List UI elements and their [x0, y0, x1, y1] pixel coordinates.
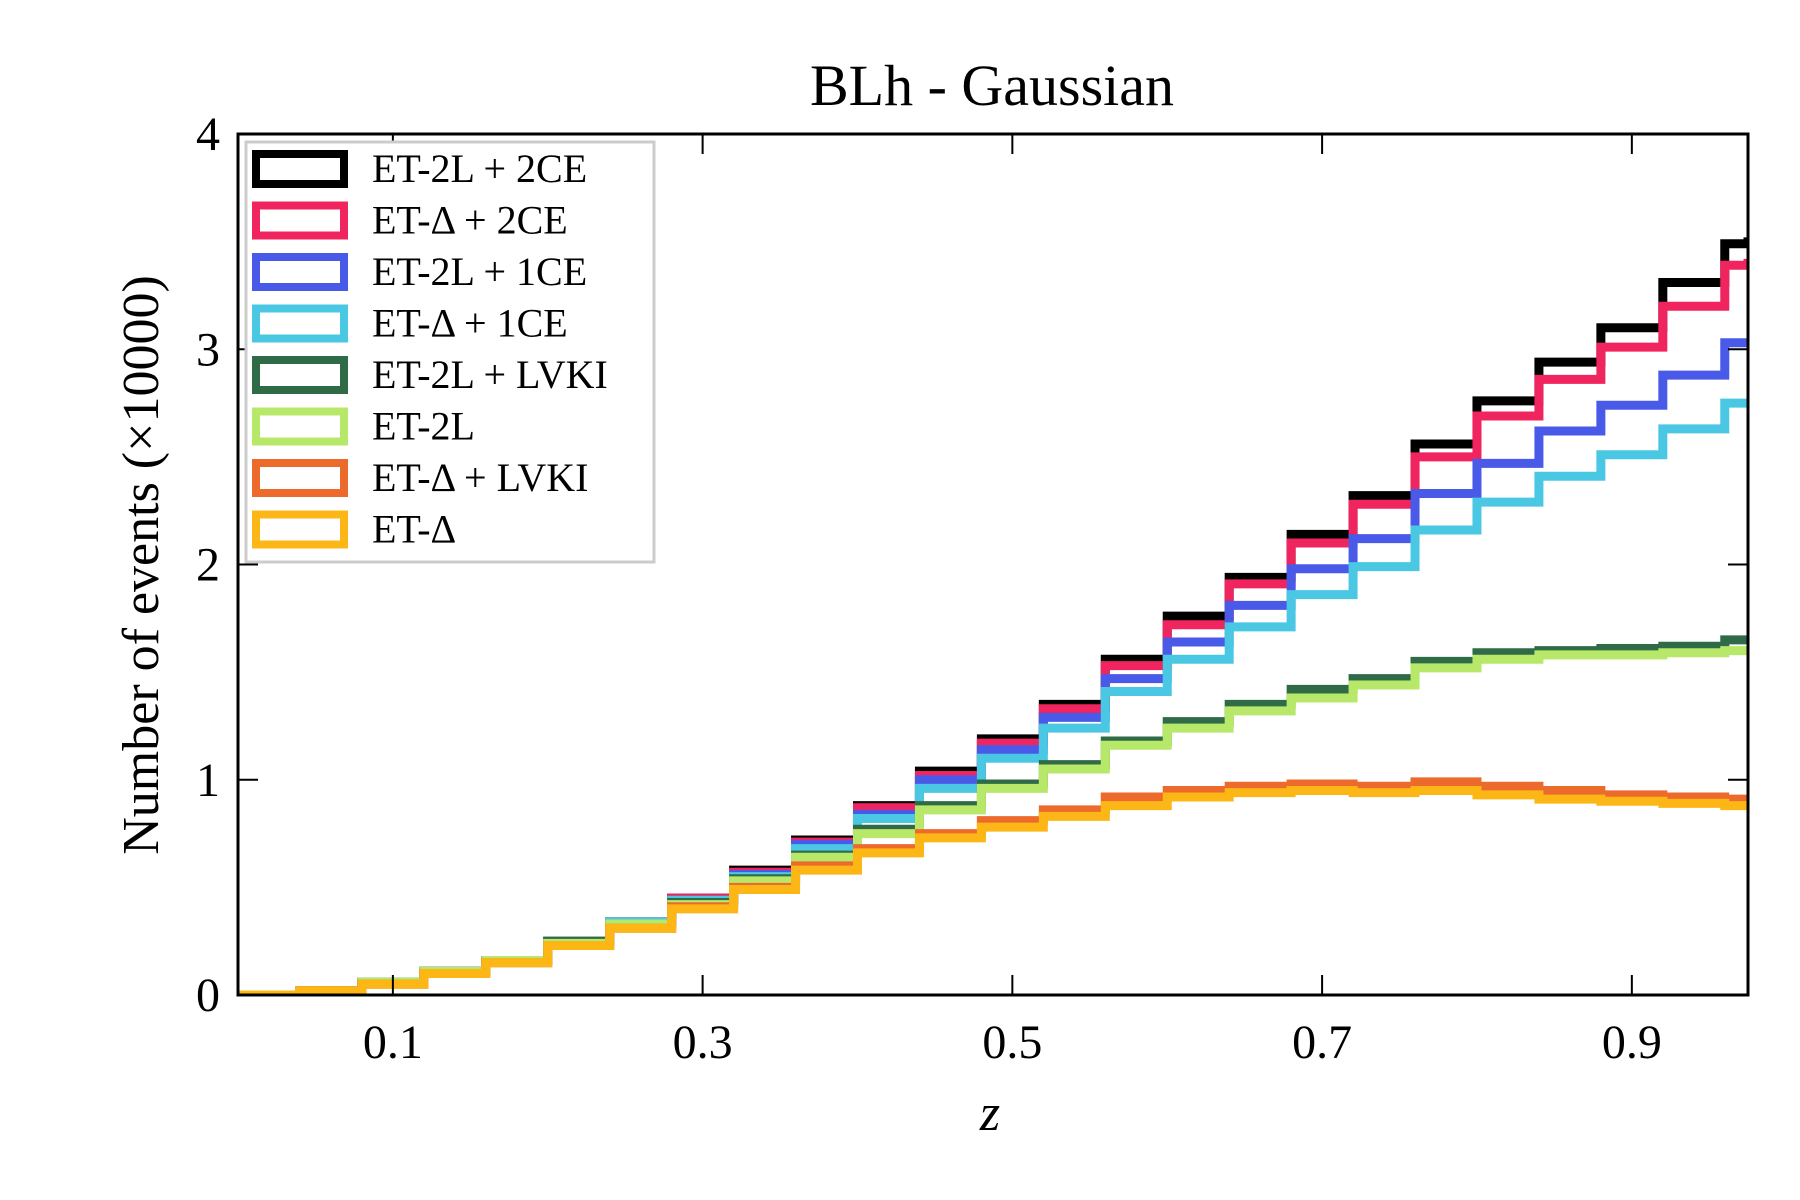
x-tick-label: 0.5	[982, 1016, 1042, 1069]
x-axis-label: z	[979, 1085, 1000, 1142]
legend-swatch	[252, 459, 348, 497]
legend-swatch	[252, 201, 348, 240]
y-axis-label: Number of events (×10000)	[113, 275, 170, 855]
x-tick-label: 0.3	[673, 1016, 733, 1069]
y-tick-label: 1	[196, 754, 220, 807]
legend-label: ET-Δ	[372, 507, 456, 552]
legend-label: ET-Δ + LVKI	[372, 455, 588, 500]
y-tick-label: 3	[196, 323, 220, 376]
legend-swatch	[252, 304, 348, 343]
legend-label: ET-Δ + 1CE	[372, 301, 568, 346]
legend-label: ET-2L	[372, 404, 475, 449]
legend-label: ET-2L + 1CE	[372, 249, 587, 294]
legend-label: ET-Δ + 2CE	[372, 198, 568, 243]
legend: ET-2L + 2CE ET-Δ + 2CE ET-2L + 1CE ET-Δ + 1…	[244, 140, 656, 564]
ticks-layer: 0.1 0.3 0.5 0.7 0.9 0 1 2 3 4	[196, 108, 1748, 1069]
series-line-7	[238, 777, 1748, 995]
x-tick-label: 0.7	[1292, 1016, 1352, 1069]
x-tick-label: 0.9	[1602, 1016, 1662, 1069]
legend-swatch	[252, 150, 348, 188]
legend-swatch	[252, 510, 348, 549]
series-line-8	[238, 786, 1748, 995]
legend-swatch	[252, 356, 348, 394]
legend-swatch	[252, 253, 348, 291]
y-tick-label: 2	[196, 539, 220, 592]
legend-label: ET-2L + LVKI	[372, 352, 608, 397]
x-tick-label: 0.1	[363, 1016, 423, 1069]
series-layer	[238, 237, 1748, 995]
legend-label: ET-2L + 2CE	[372, 146, 587, 191]
chart-title: BLh - Gaussian	[810, 53, 1174, 118]
y-tick-label: 4	[196, 108, 220, 161]
legend-swatch	[252, 407, 348, 446]
y-tick-label: 0	[196, 969, 220, 1022]
